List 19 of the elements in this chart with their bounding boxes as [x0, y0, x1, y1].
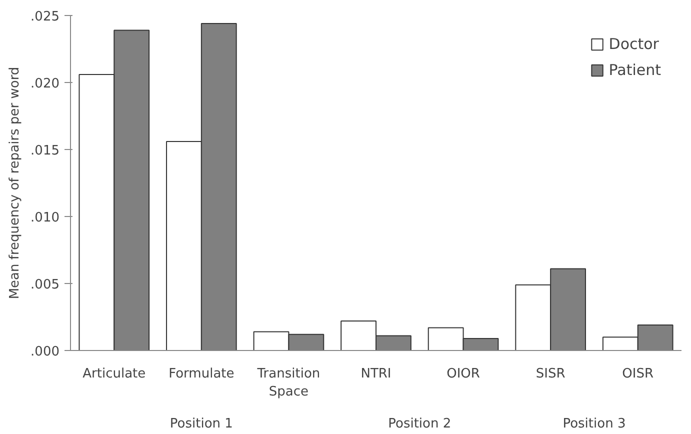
x-tick-label: Articulate — [82, 366, 146, 382]
text: Position 3 — [562, 416, 626, 432]
legend-label: Doctor — [608, 35, 659, 53]
x-tick-label: OISR — [622, 366, 654, 382]
x-tick-label: Formulate — [168, 366, 234, 382]
text: Position 1 — [170, 416, 233, 432]
x-tick-label: SISR — [536, 366, 566, 382]
x-tick-label: OIOR — [446, 366, 480, 382]
y-tick-label: .010 — [30, 210, 60, 226]
y-tick-label: .025 — [30, 10, 60, 24]
y-tick-label: .015 — [30, 144, 60, 158]
text: Position 2 — [388, 416, 452, 432]
legend-label: Patient — [608, 61, 661, 79]
y-tick-label: .000 — [30, 344, 60, 360]
x-tick-label: Transition Space — [256, 366, 320, 400]
y-tick-label: .020 — [30, 76, 60, 92]
x-tick-label: NTRI — [360, 366, 392, 382]
y-tick-label: .005 — [30, 278, 60, 292]
y-axis-title: Mean frequency of repairs per word — [8, 66, 23, 300]
